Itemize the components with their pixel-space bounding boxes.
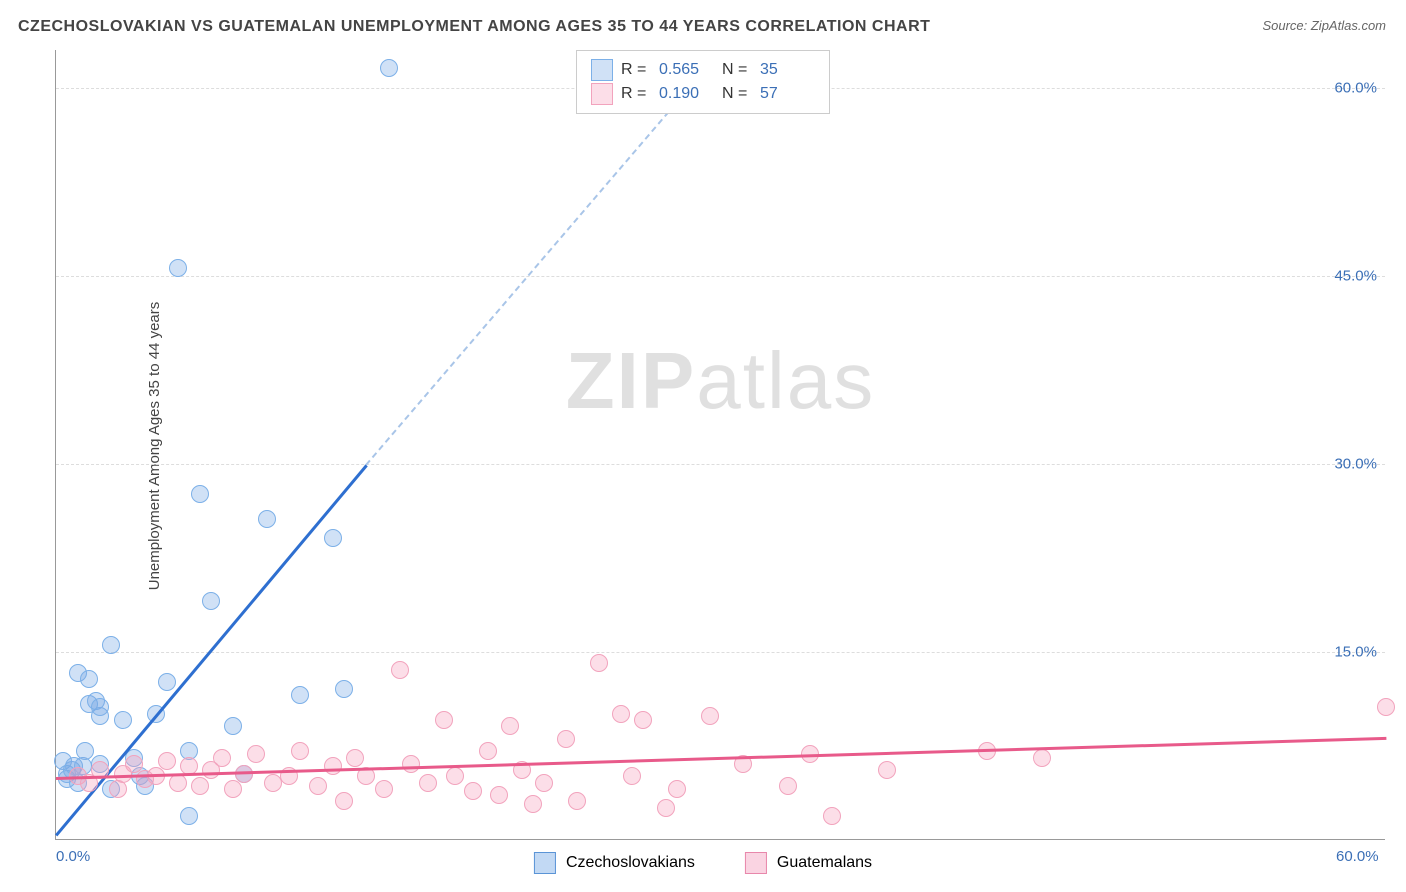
legend-N-label: N = (722, 85, 752, 103)
data-point (291, 686, 309, 704)
data-point (80, 670, 98, 688)
legend-row-series-0: R = 0.565 N = 35 (591, 59, 815, 81)
data-point (446, 767, 464, 785)
x-tick-label: 0.0% (56, 848, 90, 865)
data-point (623, 767, 641, 785)
scatter-plot-area: ZIPatlas 15.0%30.0%45.0%60.0%0.0%60.0% (55, 50, 1385, 840)
data-point (419, 774, 437, 792)
data-point (191, 777, 209, 795)
data-point (169, 774, 187, 792)
data-point (479, 742, 497, 760)
y-tick-label: 30.0% (1334, 455, 1377, 472)
data-point (324, 529, 342, 547)
legend-N-value-0: 35 (760, 61, 815, 79)
data-point (169, 259, 187, 277)
legend-item-1: Guatemalans (745, 852, 872, 874)
data-point (224, 780, 242, 798)
data-point (158, 673, 176, 691)
legend-N-value-1: 57 (760, 85, 815, 103)
legend-label-0: Czechoslovakians (566, 854, 695, 872)
data-point (324, 757, 342, 775)
data-point (490, 786, 508, 804)
data-point (180, 807, 198, 825)
data-point (657, 799, 675, 817)
data-point (114, 711, 132, 729)
data-point (612, 705, 630, 723)
data-point (258, 510, 276, 528)
watermark: ZIPatlas (566, 335, 875, 427)
legend-label-1: Guatemalans (777, 854, 872, 872)
data-point (1033, 749, 1051, 767)
legend-N-label: N = (722, 61, 752, 79)
data-point (779, 777, 797, 795)
legend-swatch (534, 852, 556, 874)
watermark-rest: atlas (696, 336, 875, 425)
y-tick-label: 45.0% (1334, 267, 1377, 284)
data-point (402, 755, 420, 773)
data-point (102, 636, 120, 654)
data-point (501, 717, 519, 735)
data-point (524, 795, 542, 813)
correlation-legend: R = 0.565 N = 35 R = 0.190 N = 57 (576, 50, 830, 114)
data-point (701, 707, 719, 725)
data-point (380, 59, 398, 77)
legend-R-value-0: 0.565 (659, 61, 714, 79)
data-point (590, 654, 608, 672)
data-point (335, 792, 353, 810)
legend-R-label: R = (621, 61, 651, 79)
gridline (56, 464, 1385, 465)
x-tick-label: 60.0% (1336, 848, 1379, 865)
y-tick-label: 60.0% (1334, 79, 1377, 96)
data-point (202, 592, 220, 610)
data-point (568, 792, 586, 810)
data-point (375, 780, 393, 798)
data-point (309, 777, 327, 795)
legend-swatch (745, 852, 767, 874)
legend-swatch-1 (591, 83, 613, 105)
series-legend: Czechoslovakians Guatemalans (534, 852, 872, 874)
data-point (464, 782, 482, 800)
y-tick-label: 15.0% (1334, 643, 1377, 660)
data-point (823, 807, 841, 825)
data-point (158, 752, 176, 770)
data-point (224, 717, 242, 735)
data-point (435, 711, 453, 729)
legend-R-value-1: 0.190 (659, 85, 714, 103)
source-label: Source: ZipAtlas.com (1262, 18, 1386, 33)
watermark-bold: ZIP (566, 336, 696, 425)
legend-R-label: R = (621, 85, 651, 103)
data-point (191, 485, 209, 503)
data-point (878, 761, 896, 779)
data-point (76, 742, 94, 760)
gridline (56, 652, 1385, 653)
legend-row-series-1: R = 0.190 N = 57 (591, 83, 815, 105)
data-point (634, 711, 652, 729)
data-point (335, 680, 353, 698)
data-point (1377, 698, 1395, 716)
legend-item-0: Czechoslovakians (534, 852, 695, 874)
data-point (668, 780, 686, 798)
data-point (91, 698, 109, 716)
data-point (346, 749, 364, 767)
gridline (56, 276, 1385, 277)
data-point (213, 749, 231, 767)
data-point (247, 745, 265, 763)
data-point (557, 730, 575, 748)
data-point (535, 774, 553, 792)
data-point (391, 661, 409, 679)
data-point (291, 742, 309, 760)
legend-swatch-0 (591, 59, 613, 81)
chart-title: CZECHOSLOVAKIAN VS GUATEMALAN UNEMPLOYME… (18, 18, 930, 36)
